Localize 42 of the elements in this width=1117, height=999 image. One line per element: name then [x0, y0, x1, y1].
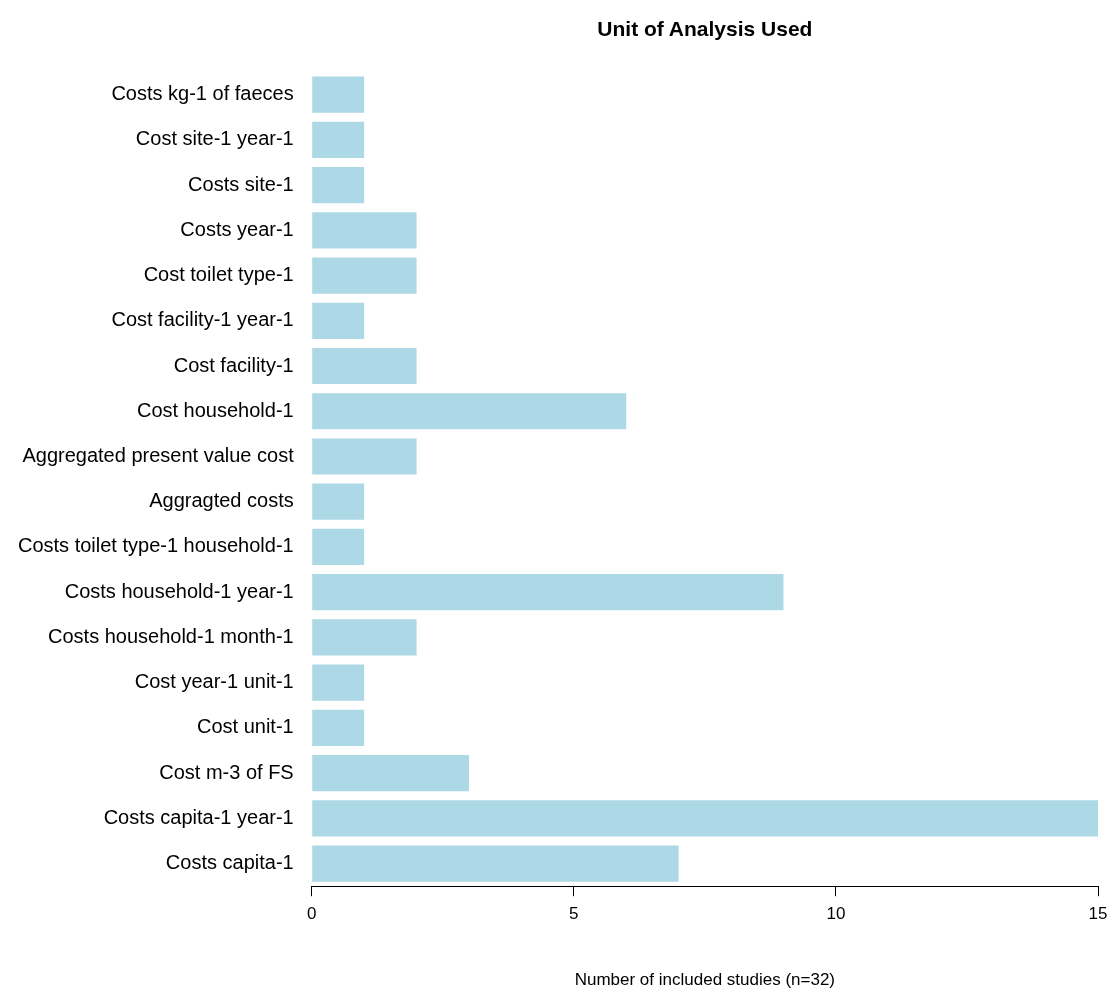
y-tick-label: Cost m-3 of FS — [159, 760, 294, 783]
bar — [312, 438, 417, 475]
y-tick-label: Costs household-1 month-1 — [48, 624, 294, 647]
bar — [312, 212, 417, 249]
bar — [312, 574, 784, 611]
y-tick-label: Costs capita-1 year-1 — [103, 805, 294, 828]
bar — [312, 800, 1098, 837]
bar — [312, 709, 365, 746]
y-tick-label: Costs year-1 — [180, 217, 294, 240]
bar — [312, 121, 365, 158]
bar — [312, 393, 627, 430]
y-tick-label: Cost toilet type-1 — [143, 263, 294, 286]
y-tick-label: Cost year-1 unit-1 — [134, 670, 294, 693]
bar — [312, 257, 417, 294]
y-tick-label: Costs capita-1 — [165, 851, 294, 874]
y-tick-label: Cost unit-1 — [196, 715, 294, 738]
y-tick-label: Aggragted costs — [149, 489, 294, 512]
x-tick-label: 15 — [1088, 904, 1108, 924]
bar — [312, 76, 365, 113]
y-tick-label: Costs household-1 year-1 — [64, 579, 294, 602]
y-tick-label: Costs toilet type-1 household-1 — [17, 534, 294, 557]
x-tick-label: 10 — [826, 904, 846, 924]
bar — [312, 528, 365, 566]
x-tick-label: 0 — [306, 904, 317, 924]
bar — [312, 664, 365, 701]
y-tick-label: Cost site-1 year-1 — [135, 127, 294, 150]
bar — [312, 845, 679, 882]
y-tick-label: Costs site-1 — [188, 172, 294, 195]
bar — [312, 347, 417, 385]
y-tick-label: Cost facility-1 year-1 — [111, 308, 294, 331]
y-tick-label: Aggregated present value cost — [22, 444, 295, 466]
chart-title: Unit of Analysis Used — [597, 16, 813, 40]
bar — [312, 755, 469, 792]
bar — [312, 483, 365, 520]
bar — [312, 166, 365, 204]
x-tick-label: 5 — [569, 904, 579, 924]
bar — [312, 619, 417, 656]
y-tick-label: Costs kg-1 of faeces — [111, 82, 294, 105]
bar — [312, 302, 365, 339]
x-axis-title: Number of included studies (n=32) — [574, 970, 836, 990]
y-tick-label: Cost facility-1 — [173, 353, 294, 376]
y-tick-label: Cost household-1 — [136, 398, 294, 421]
